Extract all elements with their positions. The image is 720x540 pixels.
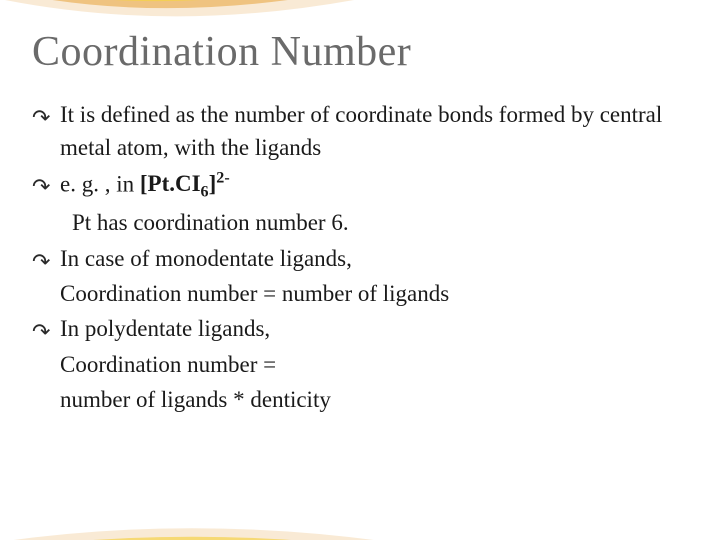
formula-open: [Pt.CI — [140, 171, 201, 196]
formula-sub: 6 — [201, 184, 209, 201]
slide-title: Coordination Number — [32, 28, 688, 76]
chem-formula: [Pt.CI6]2- — [140, 171, 230, 196]
bullet-marker-icon: ↷ — [32, 102, 50, 134]
bullet-polydentate: ↷ In polydentate ligands, — [32, 312, 688, 345]
bullet-text: e. g. , in — [60, 171, 140, 196]
bullet-marker-icon: ↷ — [32, 246, 50, 278]
bullet-monodentate-line2: Coordination number = number of ligands — [32, 277, 688, 310]
slide-body: ↷ It is defined as the number of coordin… — [32, 98, 688, 416]
slide: Coordination Number ↷ It is defined as t… — [0, 0, 720, 540]
bullet-example-line2: Pt has coordination number 6. — [32, 206, 688, 239]
bullet-text: It is defined as the number of coordinat… — [60, 102, 662, 160]
bullet-marker-icon: ↷ — [32, 171, 50, 203]
bullet-marker-icon: ↷ — [32, 316, 50, 348]
bullet-example: ↷ e. g. , in [Pt.CI6]2- — [32, 167, 688, 205]
formula-sup: 2- — [216, 170, 229, 187]
bullet-text: In case of monodentate ligands, — [60, 246, 352, 271]
bullet-polydentate-line3: number of ligands * denticity — [32, 383, 688, 416]
bullet-text: In polydentate ligands, — [60, 316, 270, 341]
bullet-polydentate-line2: Coordination number = — [32, 348, 688, 381]
bullet-definition: ↷ It is defined as the number of coordin… — [32, 98, 688, 165]
bullet-monodentate: ↷ In case of monodentate ligands, — [32, 242, 688, 275]
